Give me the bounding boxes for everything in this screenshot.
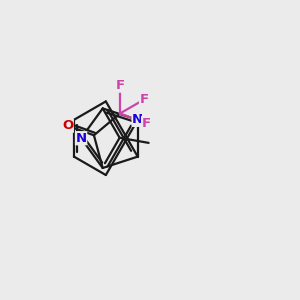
Text: N: N xyxy=(76,132,87,145)
Text: F: F xyxy=(115,79,124,92)
Text: F: F xyxy=(140,93,149,106)
Text: F: F xyxy=(142,117,151,130)
Text: O: O xyxy=(62,119,73,132)
Text: N: N xyxy=(132,113,143,126)
